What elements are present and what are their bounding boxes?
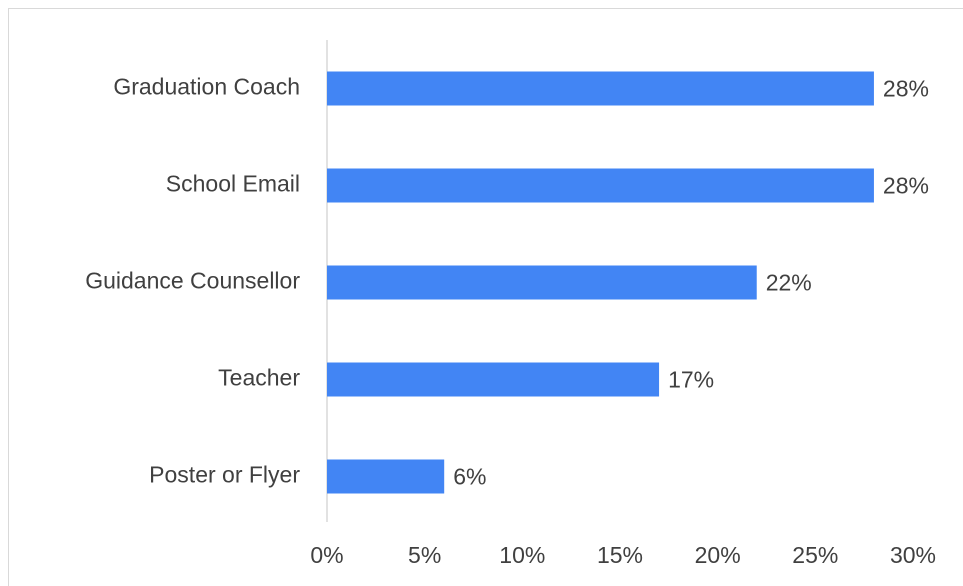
data-label: 17% [668,367,714,393]
data-label: 22% [766,270,812,296]
x-tick-label: 30% [890,542,936,568]
y-tick-label: Teacher [218,365,300,391]
y-tick-label: School Email [166,171,300,197]
x-tick-label: 0% [310,542,343,568]
y-tick-label: Poster or Flyer [149,462,300,488]
chart-frame [8,8,963,586]
x-tick-label: 25% [792,542,838,568]
bar [327,168,874,203]
x-tick-label: 5% [408,542,441,568]
bar [327,71,874,106]
x-tick-label: 20% [695,542,741,568]
x-tick-label: 10% [499,542,545,568]
data-label: 28% [883,173,929,199]
data-label: 28% [883,76,929,102]
bar [327,459,445,494]
y-tick-label: Guidance Counsellor [85,268,300,294]
y-tick-label: Graduation Coach [113,74,300,100]
bar [327,265,757,300]
bar [327,362,660,397]
x-tick-label: 15% [597,542,643,568]
data-label: 6% [453,464,486,490]
